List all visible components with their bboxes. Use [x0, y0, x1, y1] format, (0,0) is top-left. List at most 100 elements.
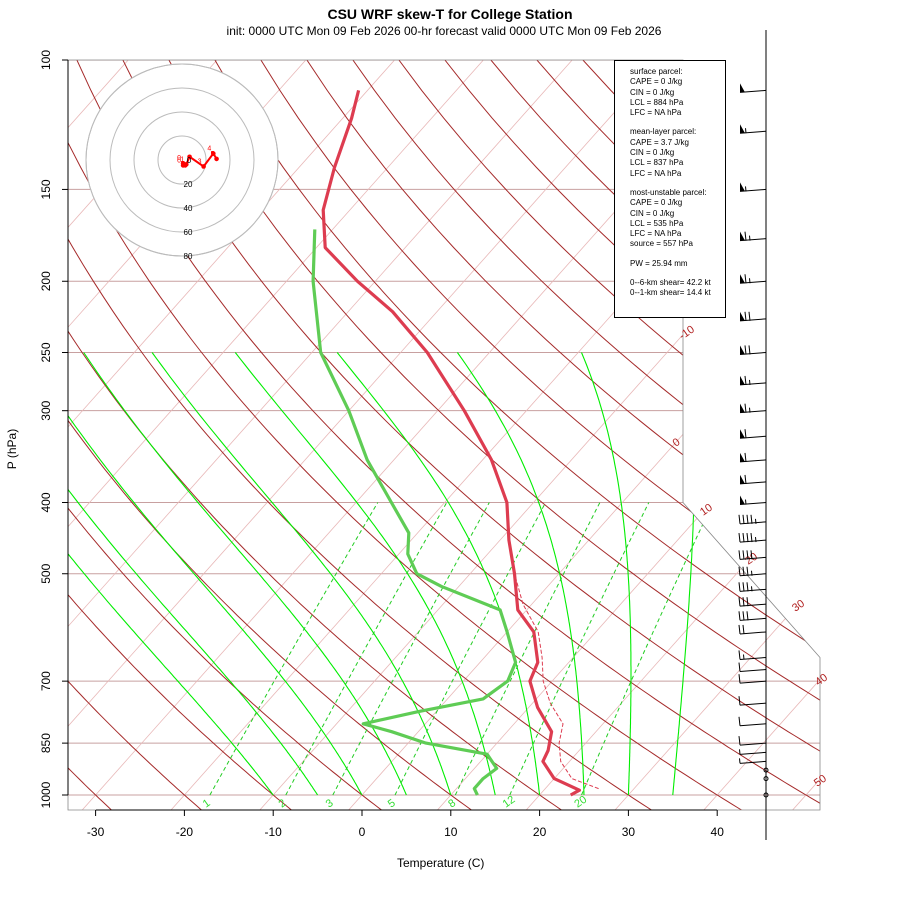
hodograph-height-label: 3: [198, 158, 202, 165]
hodograph-point: [184, 162, 189, 167]
barb-full: [742, 624, 745, 634]
hodograph-origin-label: 0: [187, 156, 192, 165]
y-tick-label: 100: [39, 50, 53, 70]
mixing-ratio-label: 1: [201, 797, 213, 810]
barb-full: [744, 345, 747, 355]
y-tick-label: 700: [39, 671, 53, 691]
dry-adiabat-line: [214, 60, 820, 810]
wind-barb: [738, 736, 767, 746]
y-tick-label: 400: [39, 492, 53, 512]
barb-pennant: [740, 124, 745, 134]
wind-barb: [739, 182, 767, 192]
info-line: LCL = 884 hPa: [630, 97, 684, 107]
x-tick-label: -30: [87, 825, 105, 839]
barb-full: [742, 582, 745, 592]
x-tick-label: 10: [444, 825, 458, 839]
dry-adiabat-line: [168, 60, 820, 810]
chart-title: CSU WRF skew-T for College Station: [327, 6, 573, 22]
barb-full: [738, 662, 741, 672]
wind-barb: [738, 582, 767, 592]
barb-pennant: [740, 274, 745, 284]
wind-barb: [738, 662, 767, 673]
x-tick-label: 30: [622, 825, 636, 839]
isotherm-label: 40: [813, 672, 830, 689]
barb-full: [746, 514, 749, 524]
hodograph-height-label: 1: [180, 156, 184, 163]
wind-barb: [738, 566, 767, 577]
wind-barb: [739, 452, 767, 463]
wind-barb: [739, 231, 767, 242]
y-tick-label: 850: [39, 733, 53, 753]
isotherm-label: 50: [812, 773, 829, 790]
hodograph-point: [187, 154, 192, 160]
x-tick-label: 40: [711, 825, 725, 839]
barb-pennant: [740, 429, 745, 439]
mixing-ratio-label: 3: [324, 797, 336, 810]
y-tick-label: 150: [39, 179, 53, 199]
info-line: CAPE = 0 J/kg: [630, 198, 683, 208]
mixing-ratio-line: [394, 502, 547, 796]
x-tick-label: -10: [265, 825, 283, 839]
moist-adiabat-line: [83, 352, 407, 796]
wind-barb: [738, 696, 767, 706]
barb-shaft: [739, 680, 767, 684]
barb-full: [750, 550, 753, 560]
barb-pennant: [740, 311, 745, 321]
dry-adiabat-line: [306, 60, 820, 810]
mixing-ratio-line: [581, 502, 714, 796]
barb-full: [738, 514, 741, 524]
barb-full: [746, 533, 749, 543]
mixing-ratio-label: 8: [446, 797, 458, 810]
wind-barb: [739, 474, 767, 485]
isotherm-line: [68, 60, 662, 810]
dry-adiabat-line: [68, 60, 203, 810]
barb-full: [746, 550, 749, 560]
barb-full: [742, 566, 745, 576]
info-line: 0--6-km shear= 42.2 kt: [630, 278, 711, 288]
barb-full: [746, 582, 749, 592]
barb-shaft: [739, 723, 767, 727]
barb-full: [742, 597, 745, 607]
mixing-ratio-label: 2: [277, 797, 289, 810]
barb-full: [750, 533, 753, 543]
wind-barb: [738, 674, 767, 684]
y-tick-label: 250: [39, 342, 53, 362]
barb-full: [738, 533, 741, 543]
info-line: source = 557 hPa: [630, 239, 693, 249]
barb-pennant: [740, 83, 745, 93]
hodograph-height-label: 5: [211, 151, 215, 158]
dry-adiabat-line: [260, 60, 820, 810]
barb-pennant: [740, 345, 745, 355]
barb-half: [751, 570, 753, 576]
moist-adiabat-line: [68, 352, 363, 796]
hodograph-point: [201, 164, 206, 169]
barb-full: [738, 597, 741, 607]
barb-half: [749, 379, 751, 385]
isotherm-label: 10: [698, 502, 715, 519]
moist-adiabat-line: [68, 352, 319, 796]
info-line: mean-layer parcel:: [630, 127, 697, 137]
wind-barb: [738, 597, 767, 607]
barb-full: [744, 311, 747, 321]
barb-full: [744, 403, 747, 413]
info-line: LFC = NA hPa: [630, 108, 682, 118]
info-line: CAPE = 3.7 J/kg: [630, 137, 689, 147]
isotherm-line: [68, 60, 484, 810]
info-line: CIN = 0 J/kg: [630, 87, 675, 97]
hodograph-ring-label: 20: [184, 180, 193, 189]
isotherm-line: [347, 60, 820, 810]
dry-adiabat-line: [122, 60, 820, 810]
wind-barb: [739, 345, 767, 355]
info-line: 0--1-km shear= 14.4 kt: [630, 288, 711, 298]
barb-full: [738, 696, 741, 706]
mixing-ratio-line: [454, 502, 601, 796]
hodograph-ring-label: 40: [184, 204, 193, 213]
wind-barb: [739, 749, 767, 755]
x-tick-label: 20: [533, 825, 547, 839]
barb-full: [738, 716, 741, 726]
info-line: most-unstable parcel:: [630, 187, 707, 197]
x-tick-label: -20: [176, 825, 194, 839]
barb-full: [738, 624, 741, 634]
parcel-info-box: surface parcel: CAPE = 0 J/kg CIN = 0 J/…: [614, 60, 726, 318]
info-line: LFC = NA hPa: [630, 168, 682, 178]
